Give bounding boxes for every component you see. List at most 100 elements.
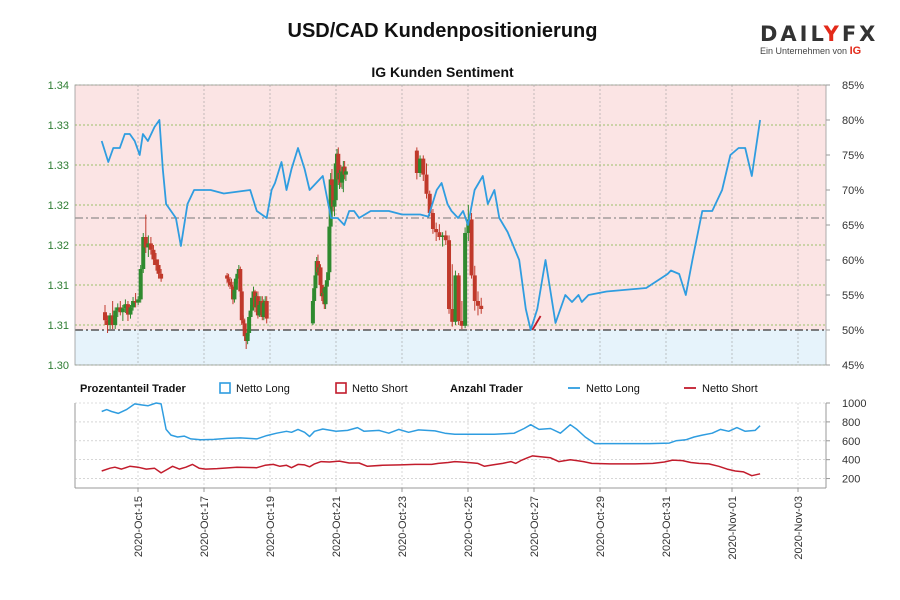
x-tick-label: 2020-Nov-03 <box>793 496 805 560</box>
count-tick-label: 800 <box>842 417 860 429</box>
pct-tick-label: 65% <box>842 220 864 232</box>
candle-body <box>159 273 164 279</box>
candle-body <box>103 312 107 321</box>
candle-body <box>143 237 148 248</box>
dailyfx-logo: DAILYFX Ein Unternehmen von IG <box>760 22 875 57</box>
pct-tick-label: 70% <box>842 185 864 197</box>
candle-body <box>228 281 233 285</box>
pct-short-line <box>531 315 542 331</box>
price-tick-label: 1.31 <box>48 280 69 292</box>
candle-body <box>313 275 318 289</box>
candle-body <box>229 285 234 287</box>
candle-body <box>475 301 480 306</box>
candle-body <box>156 265 161 274</box>
long-zone-background <box>75 330 826 365</box>
candle-body <box>128 307 133 315</box>
candle-body <box>125 304 130 315</box>
chart-title: USD/CAD Kundenpositionierung <box>287 20 598 42</box>
candle-body <box>340 171 345 183</box>
logo-text-b: Y <box>823 22 842 46</box>
candle-body <box>113 310 118 325</box>
candle-body <box>466 219 471 233</box>
candle-body <box>108 315 113 325</box>
legend-count-short-label: Netto Short <box>702 383 758 395</box>
pct-tick-label: 60% <box>842 255 864 267</box>
candle-body <box>430 213 435 229</box>
pct-tick-label: 45% <box>842 360 864 372</box>
candle-body <box>440 235 445 237</box>
candle-body <box>233 278 238 290</box>
candle-body <box>115 307 120 311</box>
candle-body <box>241 320 246 324</box>
pct-tick-label: 55% <box>842 290 864 302</box>
price-tick-label: 1.32 <box>48 240 69 252</box>
x-tick-label: 2020-Oct-29 <box>595 496 607 557</box>
legend-count-long-label: Netto Long <box>586 383 640 395</box>
pct-long-line <box>100 119 761 331</box>
candle-body <box>472 275 477 301</box>
price-tick-label: 1.33 <box>48 120 69 132</box>
count-tick-label: 1000 <box>842 398 866 410</box>
candle-body <box>328 179 333 227</box>
candle-body <box>456 275 461 321</box>
x-tick-label: 2020-Oct-27 <box>529 496 541 557</box>
candle-body <box>329 179 334 185</box>
x-tick-label: 2020-Oct-31 <box>661 496 673 557</box>
candle-body <box>148 243 153 250</box>
candle-body <box>133 301 138 303</box>
x-tick-label: 2020-Nov-01 <box>727 496 739 560</box>
candle-body <box>427 193 432 213</box>
pct-tick-label: 50% <box>842 325 864 337</box>
x-tick-label: 2020-Oct-17 <box>199 496 211 557</box>
candle-body <box>421 158 426 175</box>
logo-subline: Ein Unternehmen von IG <box>760 45 870 57</box>
legend-pct-short-swatch <box>335 382 347 394</box>
candle-body <box>151 249 156 260</box>
x-tick-label: 2020-Oct-23 <box>397 496 409 557</box>
candle-body <box>105 320 110 325</box>
candle-body <box>310 301 315 324</box>
candle-body <box>232 289 237 300</box>
ig-logo-icon: IG <box>849 45 862 57</box>
candle-body <box>245 333 250 341</box>
pct-tick-label: 75% <box>842 150 864 162</box>
candle-body <box>479 305 484 309</box>
candle-body <box>331 185 336 207</box>
x-tick-label: 2020-Oct-19 <box>265 496 277 557</box>
count-tick-label: 400 <box>842 455 860 467</box>
pct-tick-label: 85% <box>842 80 864 92</box>
legend-pct-long-label: Netto Long <box>236 383 290 395</box>
candle-body <box>261 302 266 317</box>
logo-wordmark: DAILYFX <box>760 22 875 46</box>
candle-body <box>424 174 429 194</box>
candle-body <box>333 163 338 201</box>
candle-body <box>414 150 419 173</box>
candle-body <box>450 309 455 322</box>
price-tick-label: 1.33 <box>48 160 69 172</box>
price-tick-label: 1.32 <box>48 200 69 212</box>
candle-body <box>225 275 230 279</box>
candle-body <box>120 308 125 313</box>
candle-body <box>324 280 329 287</box>
candle-body <box>250 297 255 311</box>
logo-text-c: FX <box>841 22 879 46</box>
price-tick-label: 1.31 <box>48 320 69 332</box>
pct-tick-label: 80% <box>842 115 864 127</box>
candle-body <box>342 166 347 175</box>
price-tick-label: 1.30 <box>48 360 69 372</box>
chart-subtitle: IG Kunden Sentiment <box>371 64 514 80</box>
candle-body <box>118 307 123 313</box>
candle-body <box>332 200 337 207</box>
candle-body <box>146 243 151 248</box>
candle-body <box>443 235 448 241</box>
candle-body <box>141 237 146 269</box>
count-tick-label: 200 <box>842 474 860 486</box>
candle-body <box>312 288 317 301</box>
price-tick-label: 1.34 <box>48 80 69 92</box>
candle-body <box>248 310 253 317</box>
candle-body <box>418 158 423 173</box>
legend-pct-long-swatch <box>219 382 231 394</box>
candle-body <box>247 317 252 333</box>
candle-body <box>326 272 331 281</box>
